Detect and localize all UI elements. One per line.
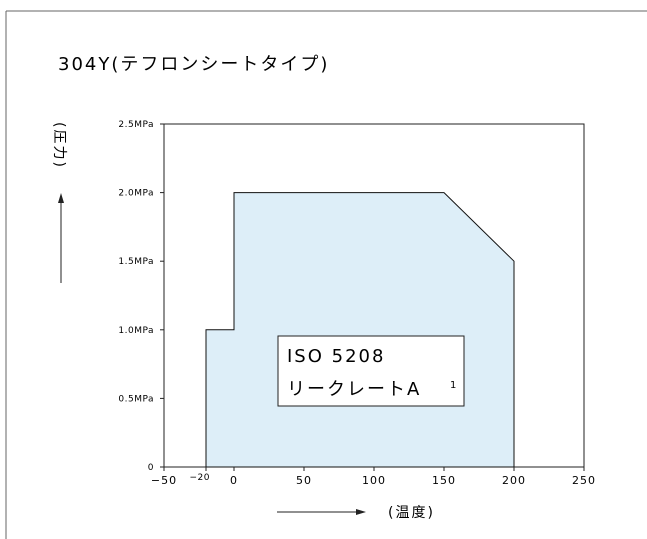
- annotation-line1: ISO 5208: [287, 346, 385, 367]
- y-tick-label: 1.5MPa: [118, 257, 154, 267]
- iso-annotation: ISO 5208 リークレートA 1: [277, 335, 465, 407]
- x-axis-label: (温度): [388, 505, 435, 521]
- annotation-box: [277, 335, 465, 407]
- operating-region-0: [205, 192, 515, 468]
- x-tick-label: 150: [432, 474, 456, 487]
- x-tick-label: 0: [230, 474, 238, 487]
- x-tick-label: 200: [502, 474, 526, 487]
- x-tick-label: 250: [572, 474, 596, 487]
- x-axis-arrow: [277, 509, 366, 515]
- x-tick-label: −50: [151, 474, 177, 487]
- x-axis-arrow-head: [356, 509, 366, 515]
- y-tick-label: 2.5MPa: [118, 120, 154, 130]
- annotation-superscript: 1: [450, 380, 456, 391]
- series-layer: [205, 192, 515, 468]
- annotation-line2: リークレートA: [287, 379, 421, 400]
- y-ticks: 0 0.5MPa 1.0MPa 1.5MPa 2.0MPa 2.5MPa: [118, 120, 164, 473]
- y-tick-label: 2.0MPa: [118, 189, 154, 199]
- y-tick-label: 0: [148, 463, 154, 473]
- chart-title: 304Y(テフロンシートタイプ): [58, 54, 329, 75]
- x-tick-label: −20: [190, 473, 211, 483]
- x-tick-label: 100: [362, 474, 386, 487]
- x-ticks: −50 −20 0 50 100 150 200 250: [151, 467, 596, 487]
- y-axis-label: (圧力): [51, 122, 67, 169]
- x-tick-label: 50: [296, 474, 312, 487]
- y-axis-arrow-head: [58, 193, 64, 203]
- y-axis-arrow: [58, 193, 64, 283]
- y-tick-label: 0.5MPa: [118, 394, 154, 404]
- y-tick-label: 1.0MPa: [118, 326, 154, 336]
